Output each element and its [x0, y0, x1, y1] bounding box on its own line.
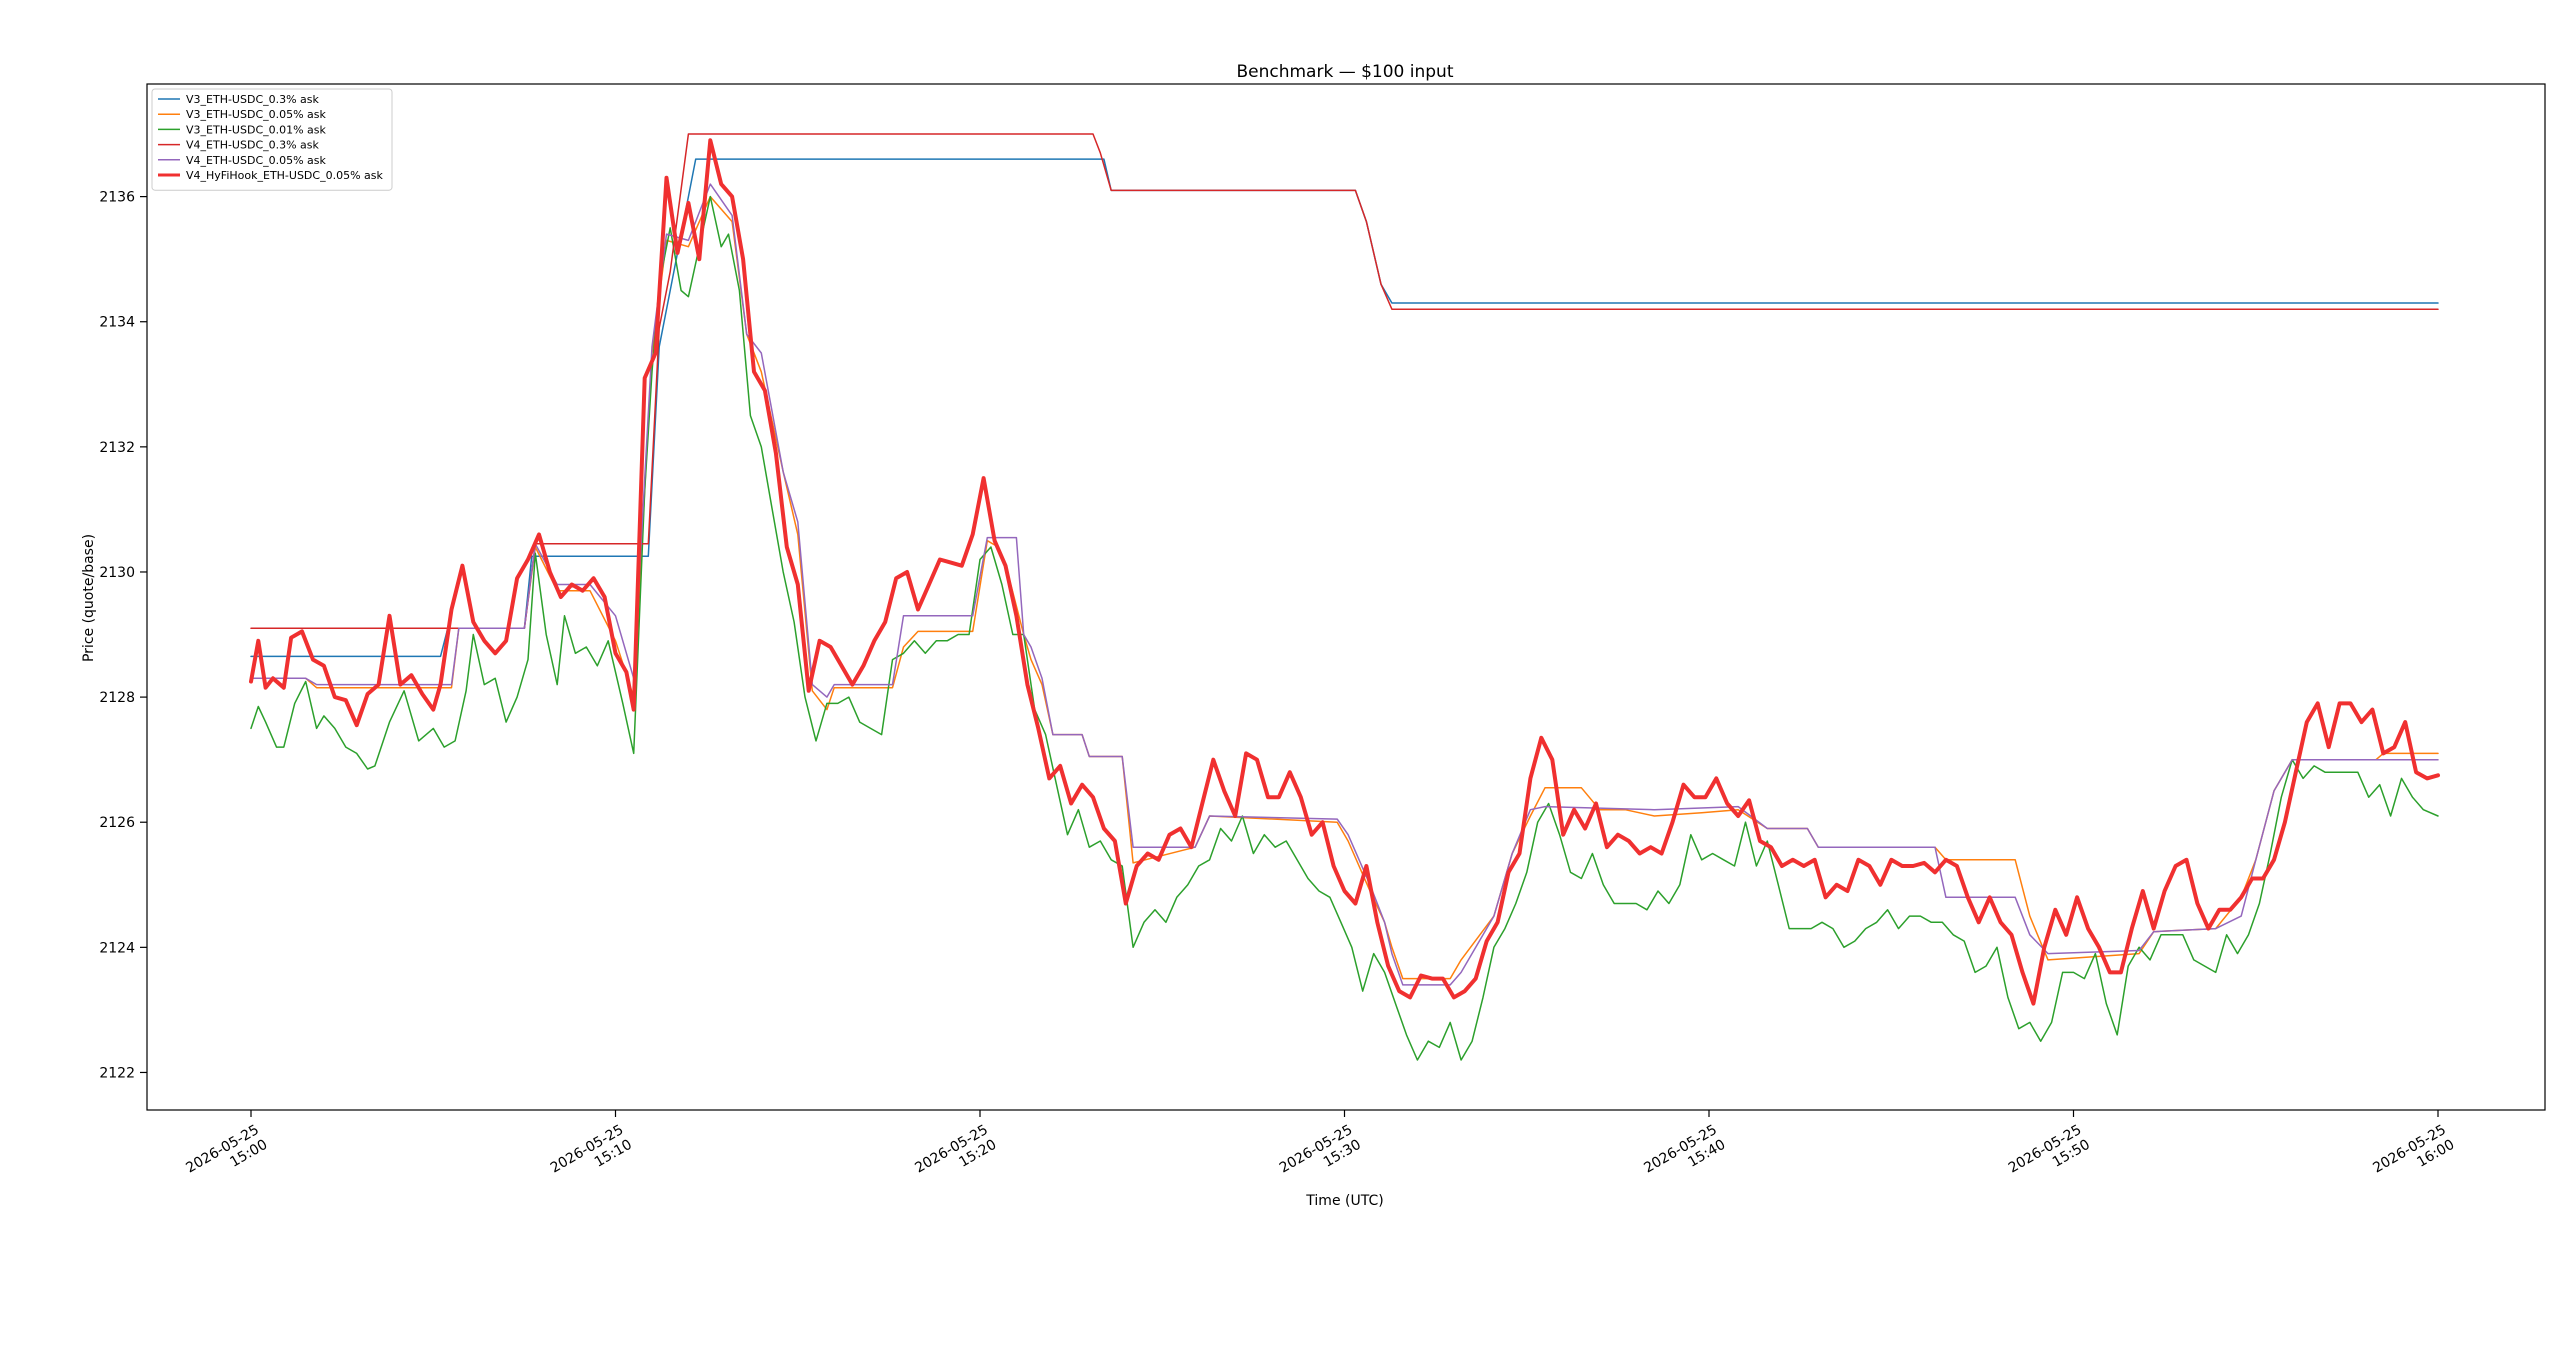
y-tick-label: 2130 — [99, 565, 135, 581]
legend-entry-label: V4_ETH-USDC_0.3% ask — [186, 139, 320, 152]
series-line-5 — [250, 183, 2439, 986]
chart-title: Benchmark — $100 input — [1236, 62, 1453, 82]
y-axis: 2122 2124 2126 2128 2130 2132 2134 2136 — [99, 190, 147, 1081]
x-axis-label: Time (UTC) — [1305, 1193, 1383, 1209]
y-tick-label: 2122 — [99, 1065, 135, 1081]
y-tick-label: 2128 — [99, 690, 135, 706]
y-tick-label: 2132 — [99, 440, 135, 456]
series-line-3 — [250, 195, 2439, 1061]
axes-frame — [146, 83, 2546, 1111]
legend-box — [151, 88, 393, 191]
legend-entry-label: V3_ETH-USDC_0.01% ask — [186, 123, 327, 136]
series-line-4 — [250, 133, 2439, 630]
y-tick-label: 2126 — [99, 815, 135, 831]
legend-entry-label: V3_ETH-USDC_0.05% ask — [186, 108, 327, 121]
y-tick-label: 2124 — [99, 940, 135, 956]
legend: V3_ETH-USDC_0.3% ask V3_ETH-USDC_0.05% as… — [151, 88, 393, 191]
plot-area — [249, 133, 2440, 1061]
series-line-6 — [249, 138, 2440, 1006]
y-tick-label: 2136 — [99, 190, 135, 206]
y-axis-label: Price (quote/base) — [81, 534, 97, 662]
legend-entry-label: V4_ETH-USDC_0.05% ask — [186, 154, 327, 167]
legend-entry-label: V4_HyFiHook_ETH-USDC_0.05% ask — [186, 169, 383, 182]
legend-entry-label: V3_ETH-USDC_0.3% ask — [186, 93, 320, 106]
y-tick-label: 2134 — [99, 315, 135, 331]
